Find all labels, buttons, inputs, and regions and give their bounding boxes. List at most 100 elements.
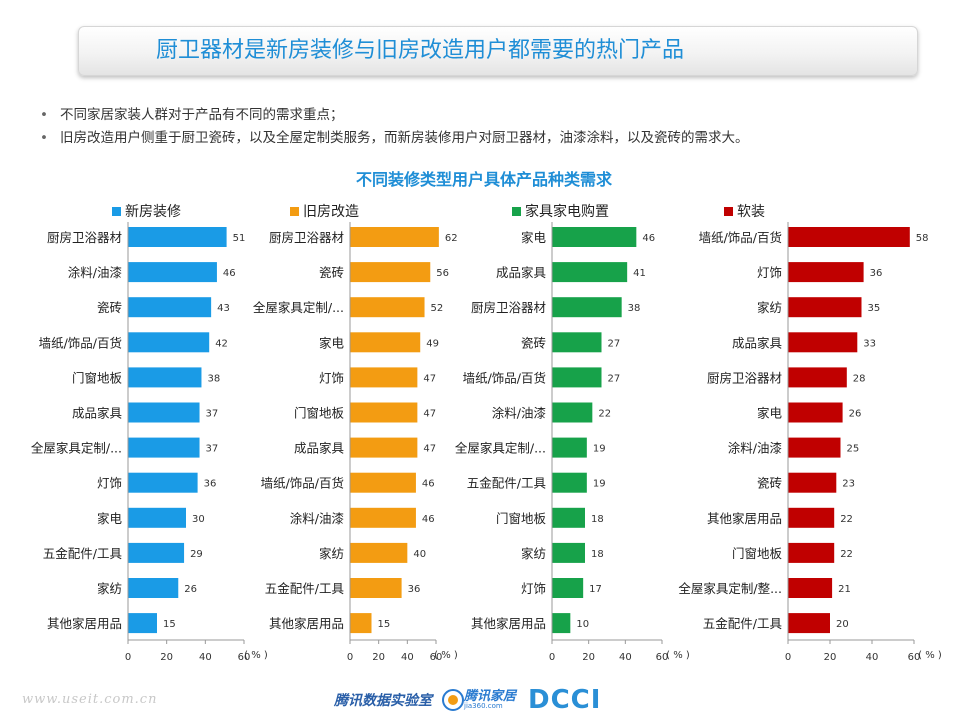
category-label: 家纺 <box>319 546 344 561</box>
category-label: 厨房卫浴器材 <box>47 230 122 245</box>
bar <box>128 507 186 528</box>
bar <box>128 402 200 423</box>
bar <box>350 507 416 528</box>
data-label: 26 <box>184 584 197 595</box>
x-tick-label: 40 <box>401 652 414 663</box>
category-label: 涂料/油漆 <box>68 265 122 280</box>
data-label: 51 <box>233 233 246 244</box>
data-label: 36 <box>204 479 217 490</box>
data-label: 46 <box>223 268 236 279</box>
category-label: 家电 <box>97 511 123 526</box>
data-label: 27 <box>608 373 621 384</box>
bar <box>350 332 421 353</box>
category-label: 家纺 <box>97 581 122 596</box>
bar <box>350 472 416 493</box>
category-label: 家纺 <box>521 546 546 561</box>
bullet-list: 不同家居家装人群对于产品有不同的需求重点； 旧房改造用户侧重于厨卫瓷砖，以及全屋… <box>40 104 940 150</box>
x-tick-label: 60 <box>908 652 921 663</box>
x-tick-label: 60 <box>430 652 443 663</box>
x-tick-label: 0 <box>785 652 791 663</box>
data-label: 21 <box>838 584 851 595</box>
x-unit-label: ( % ) <box>918 650 942 661</box>
bar <box>788 437 841 458</box>
category-label: 全屋家具定制/... <box>253 300 344 315</box>
category-label: 五金配件/工具 <box>43 546 123 561</box>
category-label: 涂料/油漆 <box>290 511 344 526</box>
bar <box>128 367 202 388</box>
category-label: 全屋家具定制/... <box>455 441 546 456</box>
data-label: 36 <box>408 584 421 595</box>
data-label: 20 <box>836 619 849 630</box>
category-label: 灯饰 <box>521 581 546 596</box>
data-label: 37 <box>206 444 219 455</box>
category-label: 门窗地板 <box>732 546 783 561</box>
data-label: 36 <box>870 268 883 279</box>
x-tick-label: 0 <box>347 652 353 663</box>
category-label: 家电 <box>521 230 547 245</box>
bar <box>788 332 858 353</box>
bar <box>552 613 571 634</box>
footer-logos: 腾讯数据实验室 腾讯家居 jia360.com DCCI <box>334 686 601 714</box>
data-label: 40 <box>413 549 426 560</box>
data-label: 62 <box>445 233 458 244</box>
bar <box>788 297 862 318</box>
category-label: 涂料/油漆 <box>728 441 782 456</box>
bar <box>128 578 179 598</box>
bar <box>350 262 431 283</box>
category-label: 厨房卫浴器材 <box>707 370 782 385</box>
category-label: 门窗地板 <box>72 370 123 385</box>
data-label: 56 <box>436 268 449 279</box>
bar <box>350 367 418 388</box>
bar <box>552 367 602 388</box>
category-label: 家电 <box>757 406 783 421</box>
data-label: 43 <box>217 303 230 314</box>
legend-label: 软装 <box>737 204 765 220</box>
legend-swatch <box>724 207 733 216</box>
data-label: 22 <box>840 549 853 560</box>
data-label: 37 <box>206 409 219 420</box>
x-tick-label: 20 <box>372 652 385 663</box>
dcci-logo: DCCI <box>528 685 602 715</box>
bar <box>552 297 622 318</box>
data-label: 58 <box>916 233 929 244</box>
data-label: 28 <box>853 373 866 384</box>
data-label: 41 <box>633 268 646 279</box>
data-label: 15 <box>163 619 176 630</box>
bar <box>350 613 372 634</box>
data-label: 19 <box>593 444 606 455</box>
x-unit-label: ( % ) <box>244 650 268 661</box>
category-label: 成品家具 <box>732 335 783 350</box>
bar <box>788 578 833 598</box>
bar <box>552 402 593 423</box>
category-label: 其他家居用品 <box>269 616 344 631</box>
data-label: 52 <box>431 303 444 314</box>
bar <box>128 472 198 493</box>
data-label: 18 <box>591 514 604 525</box>
category-label: 瓷砖 <box>97 300 122 315</box>
legend-swatch <box>290 207 299 216</box>
bar <box>788 507 835 528</box>
x-tick-label: 20 <box>582 652 595 663</box>
bar <box>350 297 425 318</box>
category-label: 成品家具 <box>294 441 345 456</box>
category-label: 厨房卫浴器材 <box>471 300 546 315</box>
data-label: 10 <box>576 619 589 630</box>
data-label: 33 <box>863 338 876 349</box>
data-label: 49 <box>426 338 439 349</box>
bar <box>350 437 418 458</box>
x-tick-label: 0 <box>549 652 555 663</box>
data-label: 17 <box>589 584 602 595</box>
category-label: 灯饰 <box>757 265 782 280</box>
category-label: 墙纸/饰品/百货 <box>261 476 344 491</box>
data-label: 47 <box>423 444 436 455</box>
bar <box>552 437 587 458</box>
data-label: 46 <box>642 233 655 244</box>
home-logo-icon <box>442 689 464 711</box>
legend-label: 旧房改造 <box>303 204 359 220</box>
category-label: 全屋家具定制/... <box>31 441 122 456</box>
category-label: 墙纸/饰品/百货 <box>39 335 122 350</box>
category-label: 其他家居用品 <box>707 511 782 526</box>
page-title: 厨卫器材是新房装修与旧房改造用户都需要的热门产品 <box>156 38 685 63</box>
data-label: 38 <box>628 303 641 314</box>
